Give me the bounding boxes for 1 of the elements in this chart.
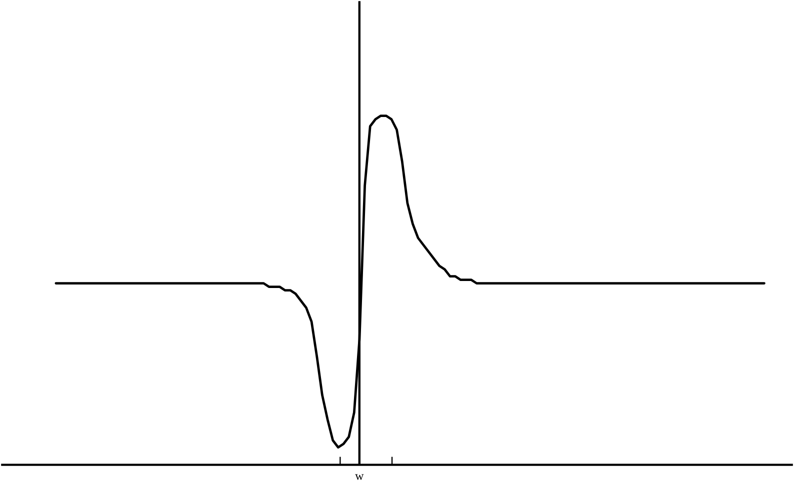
text: w (355, 474, 364, 480)
